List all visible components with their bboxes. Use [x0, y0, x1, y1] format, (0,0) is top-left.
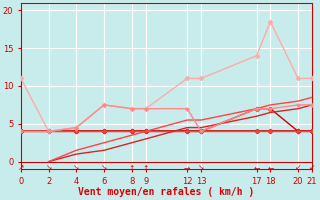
- Text: →: →: [184, 164, 190, 173]
- X-axis label: Vent moyen/en rafales ( km/h ): Vent moyen/en rafales ( km/h ): [78, 187, 255, 197]
- Text: ↙: ↙: [309, 164, 315, 173]
- Text: ↑: ↑: [142, 164, 149, 173]
- Text: ←: ←: [267, 164, 274, 173]
- Text: ↘: ↘: [45, 164, 52, 173]
- Text: ←: ←: [253, 164, 260, 173]
- Text: ↘: ↘: [73, 164, 80, 173]
- Text: ↘: ↘: [101, 164, 107, 173]
- Text: ↘: ↘: [198, 164, 204, 173]
- Text: ↑: ↑: [129, 164, 135, 173]
- Text: ↙: ↙: [295, 164, 301, 173]
- Text: ↗: ↗: [18, 164, 24, 173]
